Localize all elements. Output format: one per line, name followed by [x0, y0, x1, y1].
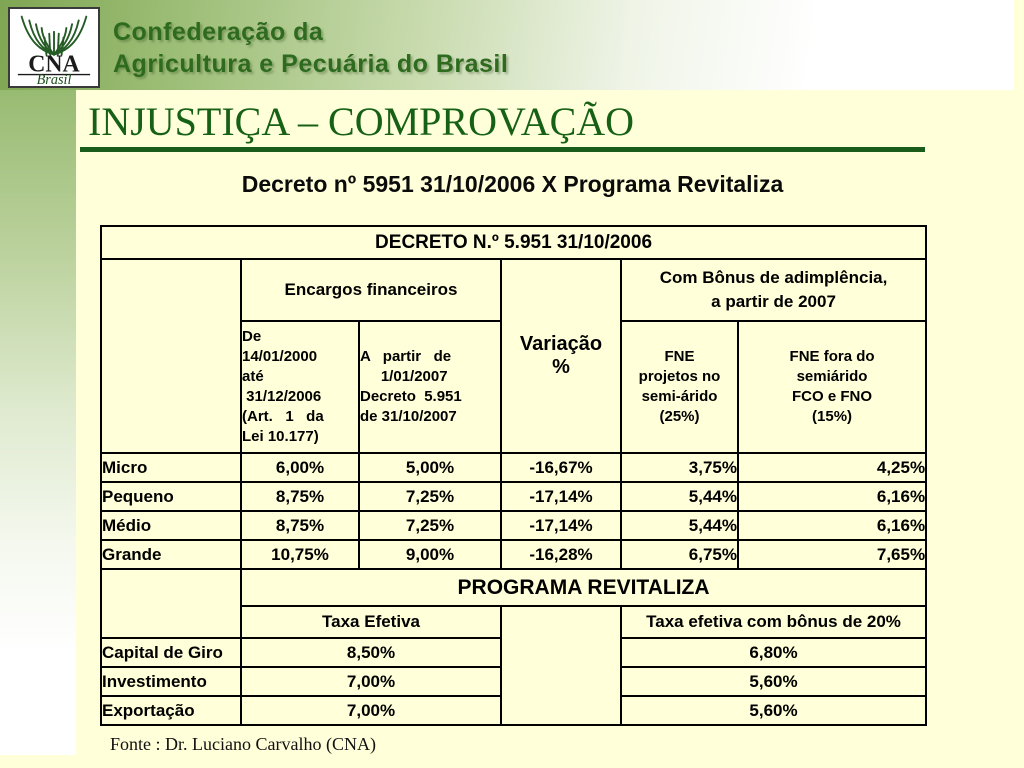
col-header-bonus: Com Bônus de adimplência, a partir de 20… — [619, 258, 928, 322]
table-row-grande: Grande 10,75% 9,00% -16,28% 6,75% 7,65% — [100, 539, 928, 570]
cell-value: -16,67% — [500, 452, 622, 483]
row-label: Pequeno — [100, 481, 242, 512]
revitaliza-center-gray — [500, 605, 622, 726]
cna-logo: CNA Brasil — [8, 7, 100, 88]
cell-value: 4,25% — [736, 452, 928, 483]
wheat-sheaf-icon: CNA Brasil — [17, 15, 91, 86]
table-title-row: DECRETO N.º 5.951 31/10/2006 — [99, 225, 928, 260]
cell-value: 7,25% — [358, 510, 502, 541]
cell-value: -17,14% — [500, 510, 622, 541]
header-row-groups: Encargos financeiros Variação % Com Bônu… — [100, 258, 928, 454]
cell-value: 7,65% — [736, 539, 928, 570]
logo-acronym: CNA — [28, 52, 79, 78]
slide-title: INJUSTIÇA – COMPROVAÇÃO — [88, 99, 635, 144]
cell-value: 9,00% — [358, 539, 502, 570]
table-row-micro: Micro 6,00% 5,00% -16,67% 3,75% 4,25% — [100, 452, 928, 483]
cell-value: 5,44% — [620, 481, 739, 512]
header-banner: Confederação da Agricultura e Pecuária d… — [0, 0, 1014, 90]
row-label: Investimento — [100, 666, 242, 697]
revitaliza-header-row: Taxa Efetiva Taxa efetiva com bônus de 2… — [101, 605, 928, 726]
cell-value: 6,00% — [240, 452, 360, 483]
col-header-encargos: Encargos financeiros — [240, 258, 502, 322]
cell-value: 8,75% — [240, 510, 360, 541]
cell-value: 8,50% — [240, 637, 502, 668]
corner-cell-gray — [100, 258, 242, 454]
table-row-medio: Médio 8,75% 7,25% -17,14% 5,44% 6,16% — [100, 510, 928, 541]
cell-value: 6,16% — [736, 510, 928, 541]
revitaliza-corner-gray — [100, 568, 242, 639]
cell-value: 10,75% — [240, 539, 360, 570]
cell-value: 7,00% — [240, 695, 502, 726]
row-label: Médio — [100, 510, 242, 541]
row-label: Micro — [100, 452, 242, 483]
cell-value: 6,16% — [736, 481, 928, 512]
cell-value: 7,00% — [240, 666, 502, 697]
row-label: Grande — [100, 539, 242, 570]
logo-country: Brasil — [37, 72, 72, 86]
col-header-taxa-bonus: Taxa efetiva com bônus de 20% — [619, 605, 928, 639]
revitaliza-row-exportacao: Exportação 7,00% 5,60% — [100, 695, 928, 726]
cell-value: 7,25% — [358, 481, 502, 512]
revitaliza-title-row: PROGRAMA REVITALIZA — [100, 568, 928, 639]
cell-value: -16,28% — [500, 539, 622, 570]
cell-value: 6,80% — [619, 637, 928, 668]
col-header-fne-semiarido: FNE projetos no semi-árido (25%) — [620, 320, 739, 454]
title-underline — [80, 147, 925, 152]
table-row-pequeno: Pequeno 8,75% 7,25% -17,14% 5,44% 6,16% — [100, 481, 928, 512]
left-sidebar-gradient — [0, 90, 76, 755]
table-title: DECRETO N.º 5.951 31/10/2006 — [99, 225, 928, 260]
slide-subtitle: Decreto nº 5951 31/10/2006 X Programa Re… — [241, 171, 784, 197]
row-label: Exportação — [100, 695, 242, 726]
revitaliza-row-capital: Capital de Giro 8,50% 6,80% — [100, 637, 928, 668]
cell-value: 8,75% — [240, 481, 360, 512]
cell-value: 6,75% — [620, 539, 739, 570]
decree-table: DECRETO N.º 5.951 31/10/2006 Encargos fi… — [99, 225, 928, 726]
cell-value: -17,14% — [500, 481, 622, 512]
cell-value: 5,00% — [358, 452, 502, 483]
cell-value: 3,75% — [620, 452, 739, 483]
col-header-periodo-2000-2006: De 14/01/2000 até 31/12/2006 (Art. 1 da … — [240, 320, 360, 454]
cell-value: 5,60% — [619, 666, 928, 697]
col-header-variacao: Variação % — [500, 258, 622, 454]
col-header-periodo-2007: A partir de 1/01/2007 Decreto 5.951 de 3… — [358, 320, 502, 454]
header-row-periods: De 14/01/2000 até 31/12/2006 (Art. 1 da … — [101, 320, 928, 454]
cell-value: 5,60% — [619, 695, 928, 726]
revitaliza-row-investimento: Investimento 7,00% 5,60% — [100, 666, 928, 697]
col-header-fne-fora: FNE fora do semiárido FCO e FNO (15%) — [736, 320, 928, 454]
cell-value: 5,44% — [620, 510, 739, 541]
source-line: Fonte : Dr. Luciano Carvalho (CNA) — [110, 734, 376, 754]
revitaliza-title: PROGRAMA REVITALIZA — [239, 568, 928, 607]
org-name-line1: Confederação da — [113, 18, 324, 46]
row-label: Capital de Giro — [100, 637, 242, 668]
org-name-line2: Agricultura e Pecuária do Brasil — [113, 50, 509, 78]
org-name: Confederação da Agricultura e Pecuária d… — [113, 16, 508, 80]
col-header-taxa-efetiva: Taxa Efetiva — [240, 605, 502, 639]
